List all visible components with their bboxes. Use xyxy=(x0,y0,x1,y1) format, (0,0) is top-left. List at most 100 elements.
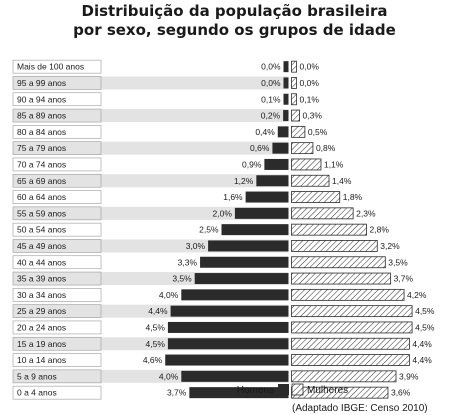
pyramid-row: 75 a 79 anos 0,6% 0,8% xyxy=(12,141,336,155)
bar-mulheres xyxy=(291,223,367,236)
pyramid-row: 15 a 19 anos 4,5% 4,4% xyxy=(12,336,432,351)
bar-mulheres xyxy=(291,337,410,350)
bar-mulheres xyxy=(291,240,378,252)
pyramid-row: 30 a 34 anos 4,0% 4,2% xyxy=(12,288,427,302)
age-label-box xyxy=(12,141,102,155)
bar-mulheres xyxy=(291,305,413,318)
age-label-box xyxy=(12,369,102,384)
row-shading xyxy=(13,141,289,155)
bar-mulheres xyxy=(291,142,314,155)
pyramid-row: 70 a 74 anos 0,9% 1,1% xyxy=(12,157,344,172)
bar-mulheres xyxy=(291,321,413,334)
age-label: 50 a 54 anos xyxy=(17,225,66,235)
chart-title-line-1: Distribuição da população brasileira xyxy=(81,2,388,20)
data-label-homens: 0,4% xyxy=(255,127,275,137)
data-label-mulheres: 0,0% xyxy=(300,62,320,72)
data-label-homens: 4,0% xyxy=(159,371,179,381)
bar-homens xyxy=(194,273,289,285)
bar-homens xyxy=(283,77,289,89)
age-label: 25 a 29 anos xyxy=(17,306,66,316)
source-note: (Adaptado IBGE: Censo 2010) xyxy=(292,403,428,414)
data-label-mulheres: 3,5% xyxy=(388,257,408,267)
data-label-mulheres: 2,8% xyxy=(370,225,390,235)
bar-homens xyxy=(277,126,289,138)
age-label: Mais de 100 anos xyxy=(17,62,84,72)
data-label-mulheres: 4,4% xyxy=(412,339,432,349)
age-label-box xyxy=(12,59,102,74)
bar-mulheres xyxy=(291,125,306,138)
bar-homens xyxy=(189,387,289,399)
age-label-box xyxy=(12,385,102,400)
bar-mulheres xyxy=(291,60,297,73)
data-label-homens: 4,0% xyxy=(159,290,179,300)
data-label-homens: 0,2% xyxy=(261,111,281,121)
data-label-mulheres: 0,0% xyxy=(300,78,320,88)
age-label-box xyxy=(12,304,102,318)
bar-homens xyxy=(181,370,289,382)
data-label-homens: 1,6% xyxy=(223,192,243,202)
row-shading xyxy=(13,76,289,90)
age-label: 10 a 14 anos xyxy=(17,355,66,365)
age-label: 85 a 89 anos xyxy=(17,111,66,121)
age-label-box xyxy=(12,173,102,188)
pyramid-row: 65 a 69 anos 1,2% 1,4% xyxy=(12,173,352,188)
pyramid-row: 0 a 4 anos 3,7% 3,6% xyxy=(12,385,411,400)
data-label-homens: 4,5% xyxy=(146,322,166,332)
data-label-mulheres: 3,2% xyxy=(380,241,400,251)
bar-mulheres xyxy=(291,191,341,203)
bar-homens xyxy=(208,240,289,252)
data-label-homens: 0,6% xyxy=(250,143,270,153)
bar-homens xyxy=(283,61,289,73)
age-label: 0 a 4 anos xyxy=(17,388,57,398)
pyramid-row: 80 a 84 anos 0,4% 0,5% xyxy=(12,125,328,139)
data-label-homens: 0,0% xyxy=(261,78,281,88)
pyramid-row: 60 a 64 anos 1,6% 1,8% xyxy=(12,190,363,204)
bar-mulheres xyxy=(291,158,322,171)
data-label-homens: 3,7% xyxy=(167,388,187,398)
age-label-box xyxy=(12,288,102,302)
bar-homens xyxy=(256,175,289,187)
data-label-homens: 2,5% xyxy=(199,225,219,235)
age-label-box xyxy=(12,222,102,237)
data-label-mulheres: 1,4% xyxy=(332,176,352,186)
bar-mulheres xyxy=(291,256,386,269)
data-label-homens: 3,0% xyxy=(186,241,206,251)
data-label-mulheres: 2,3% xyxy=(356,208,376,218)
data-label-homens: 0,0% xyxy=(261,62,281,72)
data-label-homens: 0,1% xyxy=(261,94,281,104)
data-label-mulheres: 4,5% xyxy=(415,322,435,332)
age-label: 5 a 9 anos xyxy=(17,371,57,381)
bar-mulheres xyxy=(291,370,397,383)
data-label-homens: 4,5% xyxy=(146,339,166,349)
data-label-mulheres: 1,8% xyxy=(343,192,363,202)
pyramid-row: 5 a 9 anos 4,0% 3,9% xyxy=(12,369,419,384)
age-label: 90 a 94 anos xyxy=(17,94,66,104)
data-label-mulheres: 3,9% xyxy=(399,371,419,381)
bar-mulheres xyxy=(291,109,300,122)
data-label-homens: 4,4% xyxy=(148,306,168,316)
age-label-box xyxy=(12,92,102,107)
pyramid-row: 35 a 39 anos 3,5% 3,7% xyxy=(12,271,413,286)
data-label-mulheres: 1,1% xyxy=(324,159,344,169)
bar-homens xyxy=(283,110,289,122)
bar-mulheres xyxy=(291,93,297,106)
pyramid-row: 50 a 54 anos 2,5% 2,8% xyxy=(12,222,390,237)
age-label-box xyxy=(12,108,102,123)
bar-mulheres xyxy=(291,174,330,187)
age-label: 35 a 39 anos xyxy=(17,274,66,284)
legend-label-mulheres: Mulheres xyxy=(307,385,348,396)
row-shading xyxy=(13,109,289,123)
bar-mulheres xyxy=(291,77,297,89)
age-label: 75 a 79 anos xyxy=(17,143,66,153)
legend-label-homens: Homens xyxy=(237,385,274,396)
bar-mulheres xyxy=(291,354,410,366)
data-label-homens: 2,0% xyxy=(213,208,233,218)
age-label-box xyxy=(12,190,102,204)
pyramid-row: Mais de 100 anos 0,0% 0,0% xyxy=(12,59,320,74)
age-label: 55 a 59 anos xyxy=(17,208,66,218)
age-label-box xyxy=(12,320,102,335)
pyramid-row: 95 a 99 anos 0,0% 0,0% xyxy=(12,76,320,90)
age-label-box xyxy=(12,336,102,351)
legend-swatch-mulheres xyxy=(291,383,304,396)
